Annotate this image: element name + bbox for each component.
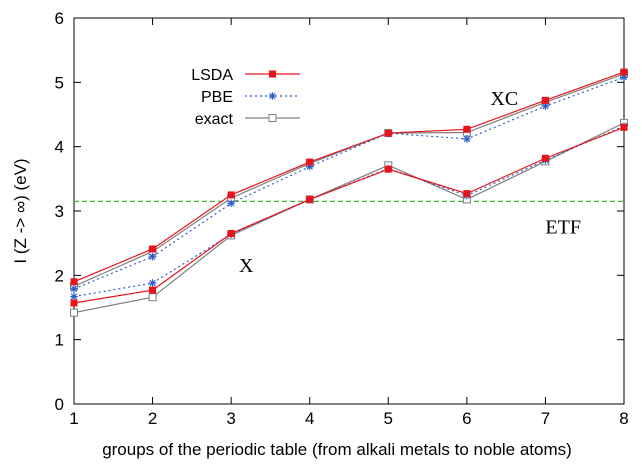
data-point xyxy=(268,114,277,122)
data-point xyxy=(149,286,157,294)
series-line xyxy=(73,71,625,283)
x-tick-label: 1 xyxy=(69,409,78,428)
y-tick-label: 3 xyxy=(55,202,64,221)
x-tick-label: 3 xyxy=(226,409,235,428)
data-point xyxy=(148,279,157,287)
data-point xyxy=(620,123,628,131)
x-tick-label: 6 xyxy=(462,409,471,428)
data-point xyxy=(306,195,314,203)
series-line xyxy=(73,76,625,290)
data-point xyxy=(463,125,471,133)
x-tick-label: 4 xyxy=(305,409,314,428)
data-point xyxy=(269,70,276,78)
y-tick-label: 6 xyxy=(55,9,64,28)
series-lsda-x xyxy=(70,123,628,307)
legend-label: exact xyxy=(195,111,234,128)
y-tick-label: 1 xyxy=(55,331,64,350)
data-point xyxy=(70,285,78,293)
data-point xyxy=(70,299,78,307)
series-line xyxy=(73,125,625,298)
legend-entry-pbe: PBE xyxy=(201,89,300,106)
annotation-etf: ETF xyxy=(545,217,581,239)
annotation-x: X xyxy=(239,255,254,277)
plot-area xyxy=(73,17,625,405)
legend-entry-lsda: LSDA xyxy=(191,67,300,84)
data-point xyxy=(148,252,157,261)
data-point xyxy=(227,230,235,238)
data-point xyxy=(70,308,78,317)
data-point xyxy=(541,96,549,104)
y-tick-label: 5 xyxy=(55,73,64,92)
data-point xyxy=(149,245,157,253)
legend-label: PBE xyxy=(201,89,233,106)
series-line xyxy=(73,126,625,304)
x-axis-title: groups of the periodic table (from alkal… xyxy=(102,440,572,459)
series-line xyxy=(73,122,625,314)
data-point xyxy=(384,165,392,173)
data-point xyxy=(268,92,277,100)
data-point xyxy=(70,278,78,286)
data-point xyxy=(541,154,549,162)
y-tick-label: 0 xyxy=(55,395,64,414)
y-axis-title: I (Z -> ∞) (eV) xyxy=(11,158,30,263)
x-tick-label: 2 xyxy=(148,409,157,428)
y-tick-label: 2 xyxy=(55,266,64,285)
legend-entry-exact: exact xyxy=(195,111,300,128)
y-tick-label: 4 xyxy=(55,138,64,157)
annotation-xc: XC xyxy=(490,88,518,110)
data-point xyxy=(384,129,392,137)
x-tick-label: 7 xyxy=(541,409,550,428)
data-point xyxy=(463,135,471,143)
data-point xyxy=(620,68,628,76)
data-point xyxy=(70,292,78,301)
data-point xyxy=(227,199,235,208)
data-point xyxy=(463,190,471,198)
legend-label: LSDA xyxy=(191,67,233,84)
data-point xyxy=(227,191,235,199)
series-line xyxy=(73,73,625,287)
series-lsda-xc xyxy=(70,68,628,286)
data-point xyxy=(306,158,314,166)
series-pbe-x xyxy=(70,122,628,301)
x-tick-label: 8 xyxy=(619,409,628,428)
data-point xyxy=(148,293,157,302)
x-tick-label: 5 xyxy=(384,409,393,428)
